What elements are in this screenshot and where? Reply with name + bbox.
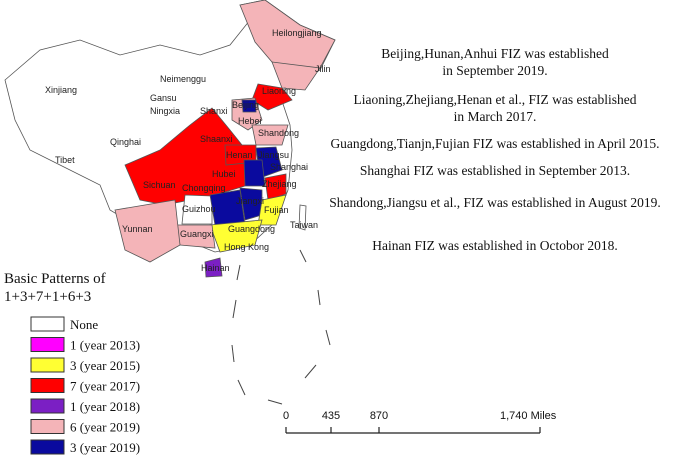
region xyxy=(243,159,266,187)
sea-boundary xyxy=(231,249,331,405)
scale-label: 435 xyxy=(322,410,340,422)
legend-swatch xyxy=(30,378,65,393)
province-labels: Heilongjiang Jilin Liaoning Xinjiang Nei… xyxy=(45,28,331,273)
region xyxy=(271,61,321,91)
legend-swatch xyxy=(30,316,65,332)
region xyxy=(204,257,223,278)
province-label: Beijing xyxy=(232,100,259,110)
province-label: Fujian xyxy=(264,205,289,215)
province-label: Henan xyxy=(226,150,253,160)
annotation: Beijing,Hunan,Anhui FIZ was established xyxy=(381,46,609,61)
annotation: in March 2017. xyxy=(454,109,537,124)
province-label: Yunnan xyxy=(122,224,153,234)
province-label: Hubei xyxy=(212,169,236,179)
legend-swatch xyxy=(30,357,65,373)
scale-label: 870 xyxy=(370,410,388,422)
province-label: Gansu xyxy=(150,93,177,103)
province-label: Hong Kong xyxy=(224,242,269,252)
legend-label: 3 (year 2019) xyxy=(70,440,140,455)
province-label: Guizhou xyxy=(182,204,216,214)
province-label: Sichuan xyxy=(143,180,176,190)
legend-swatch xyxy=(30,439,65,455)
legend: Basic Patterns of 1+3+7+1+6+3 None 1 (year … xyxy=(4,271,140,455)
province-label: Hainan xyxy=(201,263,230,273)
region xyxy=(114,199,181,263)
legend-title: Basic Patterns of xyxy=(4,271,106,287)
legend-swatch xyxy=(30,419,65,434)
province-label: Shanghai xyxy=(270,162,308,172)
region xyxy=(264,173,287,201)
scale-bar: 0 435 870 1,740 Miles xyxy=(283,410,557,434)
province-label: Taiwan xyxy=(290,220,318,230)
province-label: Zhejiang xyxy=(262,179,297,189)
annotation: Guangdong,Tianjn,Fujian FIZ was establis… xyxy=(330,136,659,151)
region xyxy=(251,124,289,146)
province-label: Chongqing xyxy=(182,183,226,193)
region xyxy=(251,83,293,111)
region xyxy=(209,219,263,253)
scale-label: 1,740 Miles xyxy=(500,410,557,422)
island xyxy=(298,204,307,231)
region xyxy=(181,194,213,225)
legend-swatch xyxy=(30,398,65,414)
province-label: Qinghai xyxy=(110,137,141,147)
legend-title: 1+3+7+1+6+3 xyxy=(4,289,91,305)
annotations: Beijing,Hunan,Anhui FIZ was established i… xyxy=(329,46,660,253)
map xyxy=(4,0,336,405)
province-label: Xinjiang xyxy=(45,85,77,95)
province-label: Shanxi xyxy=(200,106,228,116)
region xyxy=(257,194,287,226)
province-label: Neimenggu xyxy=(160,74,206,84)
province-label: Liaoning xyxy=(262,86,296,96)
province-label: Jiangxi xyxy=(236,196,264,206)
annotation: Shandong,Jiangsu et al., FIZ was establi… xyxy=(329,195,660,210)
province-label: Jilin xyxy=(315,64,331,74)
province-label: Shandong xyxy=(258,128,299,138)
province-label: Guangdong xyxy=(228,224,275,234)
province-label: Guangxi xyxy=(180,229,214,239)
annotation: in September 2019. xyxy=(442,63,547,78)
province-label: Tibet xyxy=(55,155,75,165)
province-label: Jiangsu xyxy=(258,150,289,160)
province-label: Hebei xyxy=(238,116,262,126)
legend-label: 7 (year 2017) xyxy=(70,379,140,394)
legend-label: 1 (year 2018) xyxy=(70,399,140,414)
legend-label: 6 (year 2019) xyxy=(70,420,140,435)
province-label: Shaanxi xyxy=(200,134,233,144)
annotation: Liaoning,Zhejiang,Henan et al., FIZ was … xyxy=(353,92,636,107)
scale-label: 0 xyxy=(283,410,289,422)
region xyxy=(241,99,257,113)
legend-label: 1 (year 2013) xyxy=(70,338,140,353)
legend-label: 3 (year 2015) xyxy=(70,358,140,373)
province-label: Ningxia xyxy=(150,106,180,116)
annotation: Hainan FIZ was established in Octobor 20… xyxy=(372,238,618,253)
legend-swatch xyxy=(30,337,65,352)
legend-label: None xyxy=(70,317,98,332)
annotation: Shanghai FIZ was established in Septembe… xyxy=(360,163,630,178)
province-label: Heilongjiang xyxy=(272,28,322,38)
